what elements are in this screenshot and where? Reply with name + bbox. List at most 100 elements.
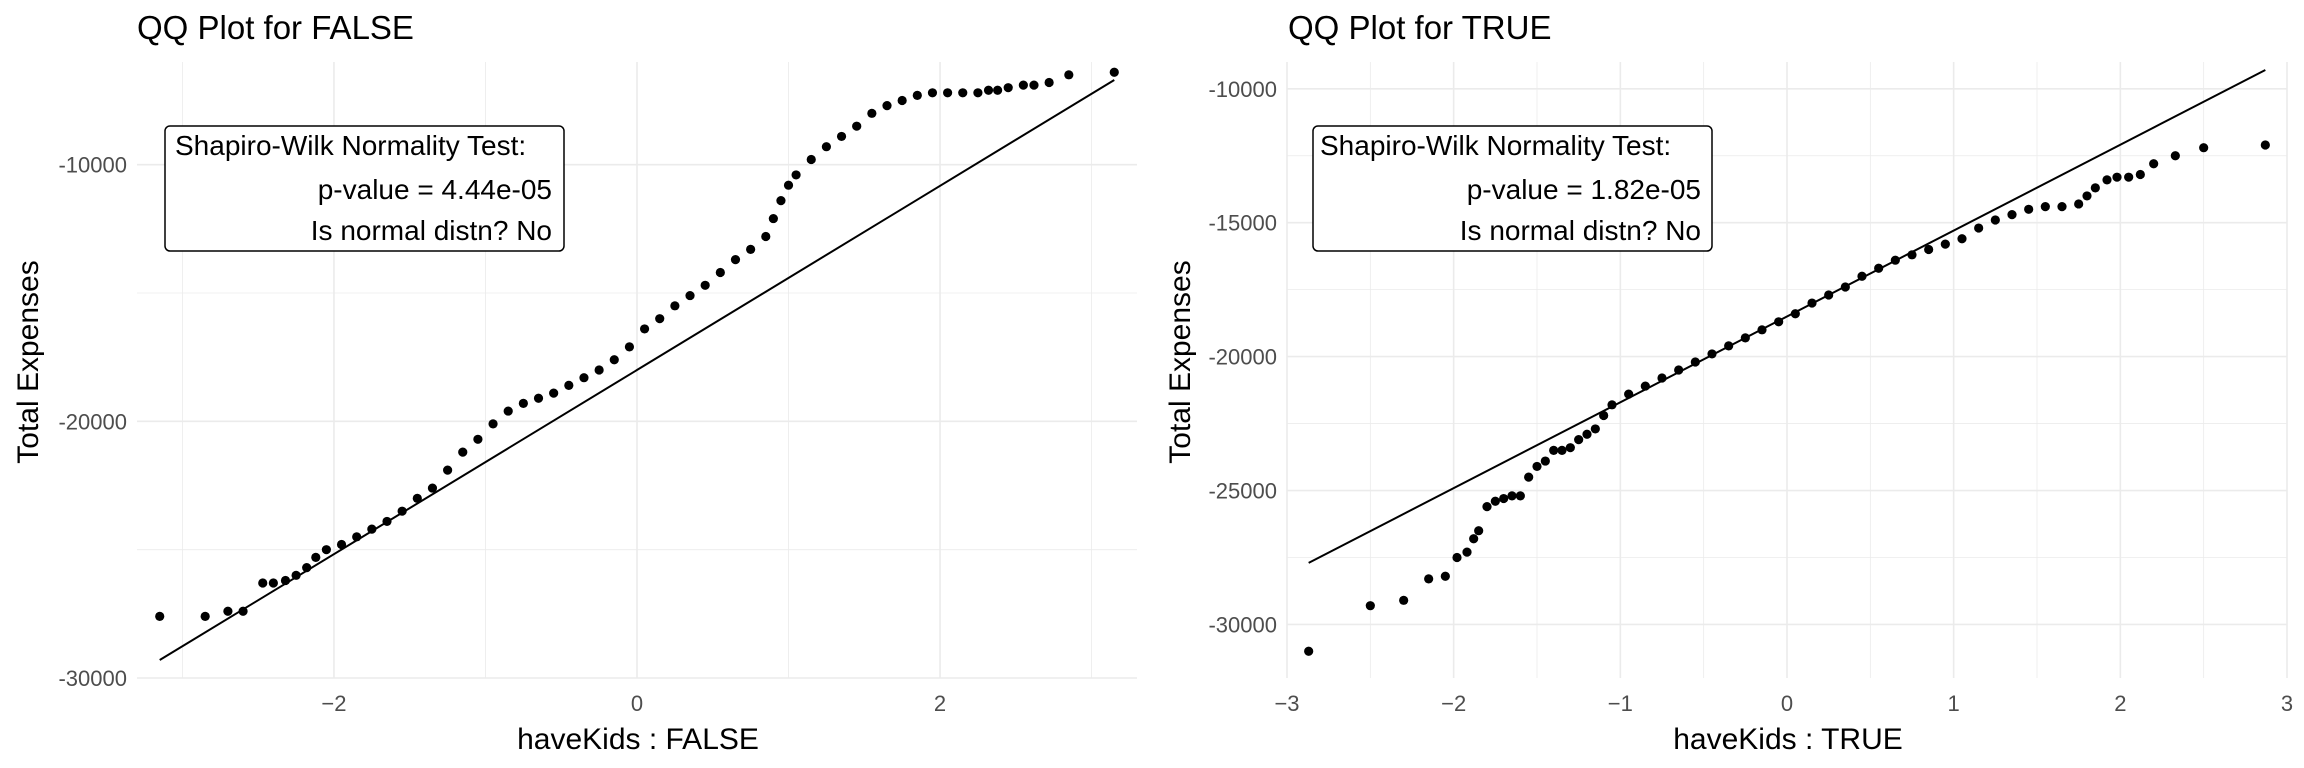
x-tick-label: 1 xyxy=(1948,691,1960,716)
data-point xyxy=(238,606,248,616)
data-point xyxy=(1549,445,1559,455)
data-point xyxy=(1707,349,1717,359)
data-point xyxy=(291,570,301,580)
data-point xyxy=(1757,325,1767,335)
data-point xyxy=(579,373,589,383)
data-point xyxy=(2124,172,2134,182)
data-point xyxy=(1990,215,2000,225)
data-point xyxy=(655,314,665,324)
annotation-line3-false: Is normal distn? No xyxy=(311,215,552,246)
data-point xyxy=(791,170,801,180)
data-point xyxy=(2260,140,2270,150)
data-point xyxy=(2007,210,2017,220)
data-point xyxy=(258,578,268,588)
y-tick-label: -30000 xyxy=(58,666,127,691)
data-point xyxy=(943,88,953,98)
data-point xyxy=(1557,445,1567,455)
data-point xyxy=(549,388,559,398)
data-point xyxy=(1540,456,1550,466)
data-point xyxy=(1003,83,1013,93)
data-point xyxy=(2199,143,2209,153)
data-point xyxy=(1064,70,1074,80)
data-point xyxy=(1399,595,1409,605)
data-point xyxy=(927,88,938,98)
data-point xyxy=(311,552,321,562)
y-tick-label: -25000 xyxy=(1208,479,1277,504)
y-tick-label: -20000 xyxy=(1208,345,1277,370)
data-point xyxy=(1590,424,1600,434)
data-point xyxy=(1018,80,1028,90)
data-point xyxy=(912,90,922,100)
data-points-true xyxy=(1304,140,2270,656)
data-point xyxy=(1857,271,1867,281)
data-point xyxy=(1790,309,1800,319)
x-axis-title-true: haveKids : TRUE xyxy=(1673,723,1903,756)
data-point xyxy=(670,301,680,311)
data-point xyxy=(268,578,278,588)
data-point xyxy=(533,393,544,403)
data-point xyxy=(806,154,816,165)
data-point xyxy=(458,447,468,457)
data-point xyxy=(427,483,438,493)
data-point xyxy=(280,575,291,586)
data-point xyxy=(867,108,877,118)
y-tick-labels-false: -30000 -20000 -10000 xyxy=(58,153,127,691)
data-point xyxy=(685,290,695,301)
data-point xyxy=(1690,357,1700,367)
data-point xyxy=(1109,67,1119,77)
data-point xyxy=(1599,410,1609,421)
x-tick-label: 0 xyxy=(631,691,643,716)
x-tick-label: 2 xyxy=(934,691,946,716)
data-point xyxy=(1490,496,1500,506)
data-point xyxy=(2040,202,2050,212)
data-point xyxy=(1907,250,1917,260)
x-tick-label: 0 xyxy=(1781,691,1793,716)
data-point xyxy=(1424,574,1434,584)
data-point xyxy=(1515,491,1525,501)
data-point xyxy=(382,516,392,527)
data-point xyxy=(776,196,786,206)
data-point xyxy=(1574,435,1584,445)
data-point xyxy=(1462,547,1472,557)
data-point xyxy=(730,255,741,265)
x-tick-labels-false: −2 0 2 xyxy=(321,691,946,716)
data-point xyxy=(1924,244,1934,255)
qq-plot-false-panel: QQ Plot for FALSE -30000 -20000 -10000 −2 0… xyxy=(12,9,1137,756)
grid-true xyxy=(1286,62,2288,678)
data-point xyxy=(1640,381,1650,391)
data-point xyxy=(1740,333,1750,343)
data-point xyxy=(1974,223,1984,233)
reference-line-false xyxy=(159,79,1115,661)
qq-plot-true-panel: QQ Plot for TRUE -30000 -25000 -20000 -1500… xyxy=(1164,9,2293,756)
y-tick-label: -30000 xyxy=(1208,612,1277,637)
x-tick-label: −3 xyxy=(1274,691,1299,716)
x-axis-title-false: haveKids : FALSE xyxy=(517,723,759,756)
data-point xyxy=(821,142,831,152)
data-point xyxy=(2149,159,2159,169)
data-point xyxy=(503,406,513,416)
data-point xyxy=(993,85,1003,95)
x-tick-label: −1 xyxy=(1608,691,1633,716)
x-tick-labels-true: −3 −2 −1 0 1 2 3 xyxy=(1274,691,2293,716)
annotation-box-false xyxy=(164,125,565,252)
data-point xyxy=(1657,373,1667,383)
data-point xyxy=(1957,234,1967,244)
annotation-line3-true: Is normal distn? No xyxy=(1460,215,1701,246)
reference-line-true xyxy=(1308,69,2266,564)
data-point xyxy=(2074,199,2084,209)
data-point xyxy=(1499,493,1509,504)
data-points-false xyxy=(155,67,1119,622)
data-point xyxy=(1532,461,1542,472)
data-point xyxy=(624,342,635,352)
data-point xyxy=(2135,169,2145,180)
annotation-line2-true: p-value = 1.82e-05 xyxy=(1467,174,1701,205)
annotation-line1-false: Shapiro-Wilk Normality Test: xyxy=(175,130,526,161)
data-point xyxy=(882,101,892,111)
data-point xyxy=(1565,443,1575,453)
data-point xyxy=(1624,389,1634,399)
data-point xyxy=(836,131,847,142)
data-point xyxy=(488,419,498,429)
normality-test-box-true: Shapiro-Wilk Normality Test: p-value = 1… xyxy=(1312,125,1713,252)
data-point xyxy=(1724,341,1734,351)
